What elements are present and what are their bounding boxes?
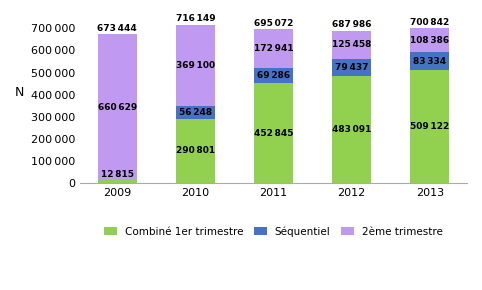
Text: 125 458: 125 458 bbox=[332, 40, 371, 49]
Text: 660 629: 660 629 bbox=[97, 103, 137, 112]
Bar bbox=[254, 83, 293, 183]
Text: 695 072: 695 072 bbox=[254, 19, 293, 28]
Bar bbox=[410, 70, 449, 183]
Bar bbox=[176, 119, 215, 183]
Text: 108 386: 108 386 bbox=[410, 36, 449, 45]
Bar bbox=[254, 29, 293, 68]
Text: 83 334: 83 334 bbox=[413, 57, 446, 66]
Y-axis label: N: N bbox=[15, 86, 25, 99]
Text: 172 941: 172 941 bbox=[254, 44, 294, 53]
Text: 673 444: 673 444 bbox=[97, 23, 137, 32]
Text: 56 248: 56 248 bbox=[179, 108, 212, 117]
Text: 12 815: 12 815 bbox=[101, 171, 134, 180]
Bar bbox=[176, 106, 215, 119]
Legend: Combiné 1er trimestre, Séquentiel, 2ème trimestre: Combiné 1er trimestre, Séquentiel, 2ème … bbox=[100, 222, 447, 241]
Bar bbox=[254, 68, 293, 83]
Bar bbox=[98, 34, 137, 180]
Bar bbox=[98, 180, 137, 183]
Bar bbox=[332, 76, 371, 183]
Text: 290 801: 290 801 bbox=[176, 146, 215, 155]
Text: 69 286: 69 286 bbox=[257, 71, 290, 80]
Text: 452 845: 452 845 bbox=[254, 128, 293, 137]
Text: 79 437: 79 437 bbox=[335, 63, 368, 72]
Bar bbox=[410, 52, 449, 70]
Bar bbox=[410, 28, 449, 52]
Text: 700 842: 700 842 bbox=[410, 17, 450, 27]
Text: 687 986: 687 986 bbox=[332, 20, 372, 29]
Text: 483 091: 483 091 bbox=[332, 125, 371, 134]
Text: 509 122: 509 122 bbox=[410, 122, 450, 131]
Bar bbox=[176, 25, 215, 106]
Text: 716 149: 716 149 bbox=[175, 14, 215, 23]
Bar bbox=[332, 59, 371, 76]
Bar bbox=[332, 31, 371, 59]
Text: 369 100: 369 100 bbox=[176, 61, 215, 70]
